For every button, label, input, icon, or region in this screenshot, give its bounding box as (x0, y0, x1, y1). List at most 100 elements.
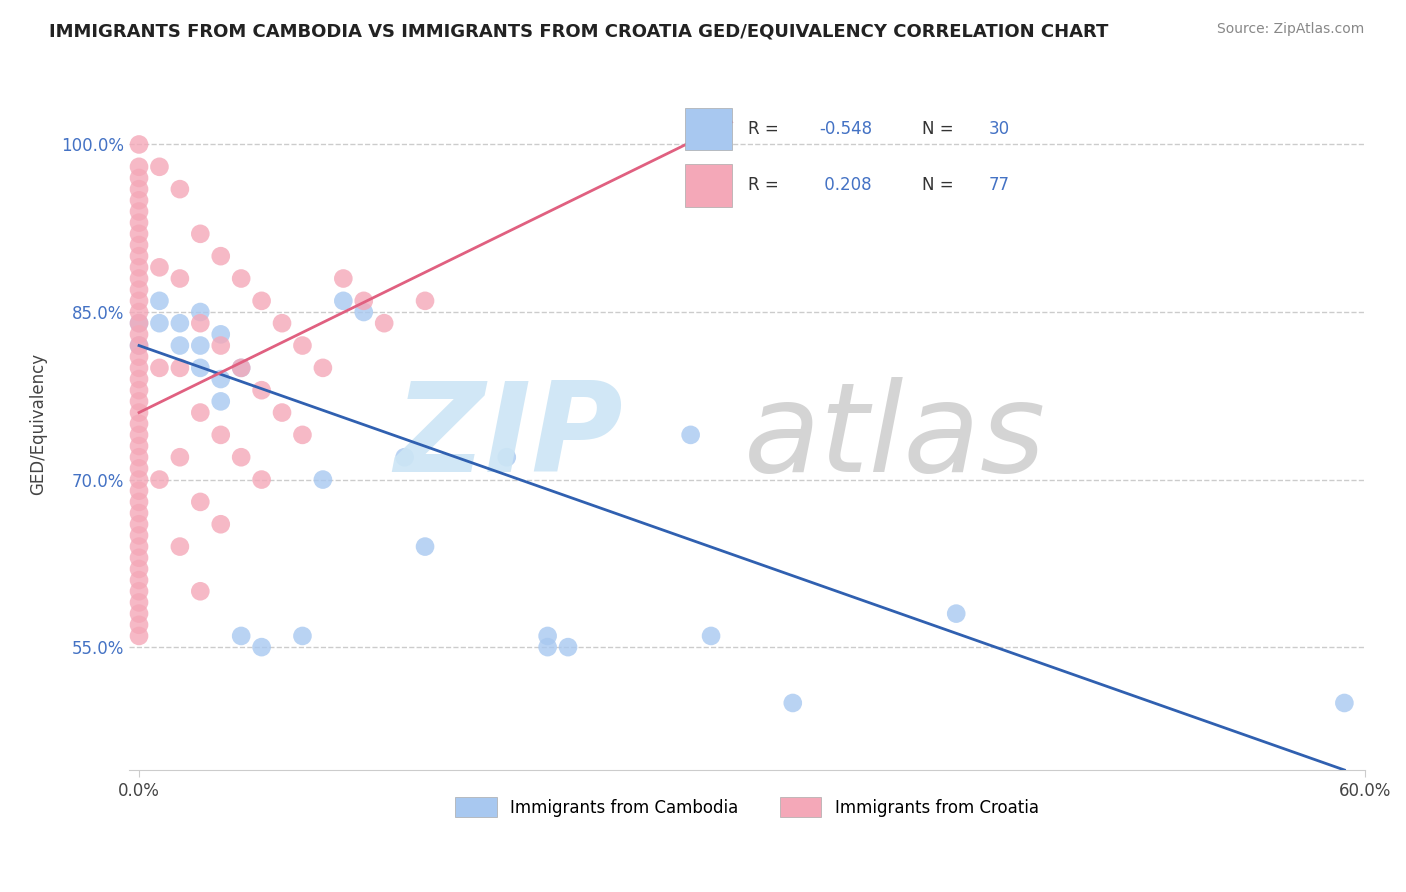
Point (128, 495, 150, 509)
Point (169, 316, 191, 330)
Point (169, 182, 191, 196)
Point (188, 227, 211, 241)
Point (271, 405, 294, 419)
Point (148, 360, 170, 375)
Point (128, 573, 150, 587)
Point (332, 271, 354, 285)
Point (169, 540, 191, 554)
Point (128, 405, 150, 419)
Point (209, 517, 232, 532)
Point (128, 360, 150, 375)
Point (128, 550, 150, 565)
Text: Source: ZipAtlas.com: Source: ZipAtlas.com (1216, 22, 1364, 37)
Point (291, 629, 314, 643)
Point (128, 528, 150, 542)
Point (945, 607, 967, 621)
Point (312, 473, 335, 487)
Point (291, 428, 314, 442)
Point (394, 450, 416, 465)
Point (128, 338, 150, 352)
Point (128, 540, 150, 554)
Point (148, 260, 170, 275)
Point (188, 338, 211, 352)
Point (128, 394, 150, 409)
Point (557, 640, 579, 654)
Point (128, 562, 150, 576)
Point (128, 293, 150, 308)
Point (291, 338, 314, 352)
Point (128, 204, 150, 219)
Point (700, 629, 723, 643)
Point (312, 360, 335, 375)
Point (128, 450, 150, 465)
Point (128, 160, 150, 174)
Point (128, 227, 150, 241)
Point (148, 316, 170, 330)
Point (128, 350, 150, 364)
Point (353, 305, 375, 319)
Point (128, 617, 150, 632)
Point (128, 327, 150, 342)
Y-axis label: GED/Equivalency: GED/Equivalency (30, 352, 46, 495)
Point (128, 249, 150, 263)
Point (169, 338, 191, 352)
Point (209, 249, 232, 263)
Point (148, 473, 170, 487)
Point (188, 305, 211, 319)
Point (128, 316, 150, 330)
Point (128, 517, 150, 532)
Point (413, 293, 436, 308)
Point (231, 450, 253, 465)
Text: ZIP: ZIP (395, 377, 623, 498)
Point (128, 137, 150, 152)
Point (231, 360, 253, 375)
Point (231, 629, 253, 643)
Point (128, 506, 150, 520)
Point (128, 283, 150, 297)
Point (128, 316, 150, 330)
Point (188, 584, 211, 599)
Point (128, 238, 150, 252)
Point (495, 450, 517, 465)
Point (128, 372, 150, 386)
Point (250, 473, 273, 487)
Point (128, 461, 150, 475)
Point (250, 383, 273, 397)
Point (128, 607, 150, 621)
Point (1333, 696, 1355, 710)
Point (536, 629, 558, 643)
Point (128, 439, 150, 453)
Point (209, 428, 232, 442)
Point (128, 338, 150, 352)
Point (128, 260, 150, 275)
Point (209, 338, 232, 352)
Point (128, 305, 150, 319)
Point (188, 405, 211, 419)
Point (209, 372, 232, 386)
Point (128, 483, 150, 498)
Point (209, 327, 232, 342)
Point (231, 360, 253, 375)
Point (128, 194, 150, 208)
Point (353, 293, 375, 308)
Point (188, 495, 211, 509)
Point (536, 640, 558, 654)
Point (128, 473, 150, 487)
Point (188, 316, 211, 330)
Point (188, 360, 211, 375)
Point (271, 316, 294, 330)
Point (128, 584, 150, 599)
Text: atlas: atlas (744, 377, 1046, 498)
Point (250, 293, 273, 308)
Text: IMMIGRANTS FROM CAMBODIA VS IMMIGRANTS FROM CROATIA GED/EQUIVALENCY CORRELATION : IMMIGRANTS FROM CAMBODIA VS IMMIGRANTS F… (49, 22, 1108, 40)
Point (782, 696, 804, 710)
Point (373, 316, 395, 330)
Point (148, 293, 170, 308)
Point (332, 293, 354, 308)
Point (128, 182, 150, 196)
Legend: Immigrants from Cambodia, Immigrants from Croatia: Immigrants from Cambodia, Immigrants fro… (449, 790, 1046, 824)
Point (169, 271, 191, 285)
Point (250, 640, 273, 654)
Point (413, 540, 436, 554)
Point (128, 216, 150, 230)
